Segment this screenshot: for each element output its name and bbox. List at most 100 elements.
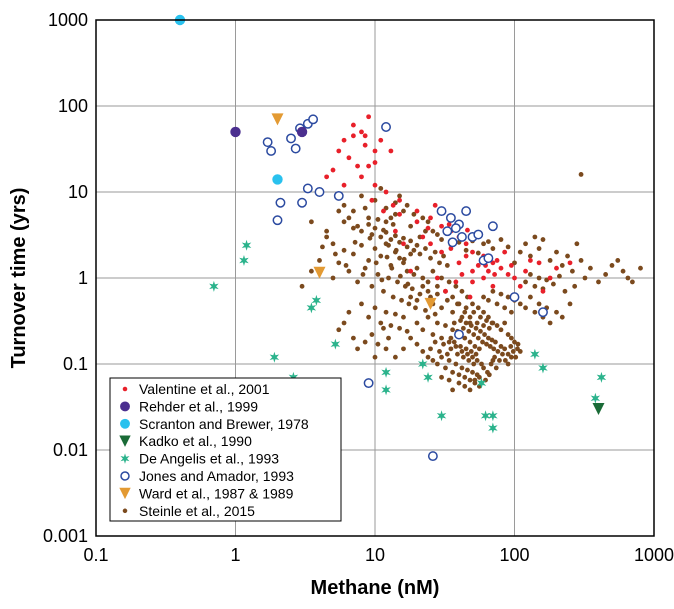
data-point [390,222,396,227]
data-point [302,183,313,194]
data-point [383,309,389,315]
data-point [495,349,501,354]
data-point [475,335,481,341]
data-point [509,292,520,303]
data-point [483,253,494,264]
data-point [366,114,372,120]
data-point [513,354,519,360]
legend-marker [120,401,130,412]
legend-label: Valentine et al., 2001 [139,381,270,397]
data-point [359,242,364,248]
data-point [411,211,417,217]
data-point [383,189,389,195]
data-point [443,365,448,371]
data-point [311,294,322,306]
data-point [443,288,448,294]
data-point [490,283,496,289]
data-point [436,206,447,217]
data-point [437,349,442,354]
data-point [536,275,542,281]
data-point [308,114,319,125]
data-point [475,263,481,268]
data-point [378,186,384,191]
data-point [567,301,573,307]
data-point [414,242,420,248]
data-point [375,272,381,277]
data-point [498,291,504,297]
data-point [451,320,457,326]
data-point [470,279,475,285]
data-point [476,346,482,352]
data-point [547,258,553,263]
data-point [414,320,420,326]
data-point [397,197,402,203]
data-point [638,265,643,271]
data-point [397,273,403,279]
data-point [362,339,368,345]
data-point [532,283,538,289]
data-point [517,349,523,354]
data-point [470,268,475,274]
data-point [517,283,523,289]
data-point [372,354,378,360]
data-point [488,410,498,422]
data-point [456,260,462,266]
data-point [388,323,394,328]
data-point [413,305,418,311]
data-point [620,268,626,274]
data-point [445,212,456,223]
data-point [473,351,479,357]
data-point [369,197,375,203]
data-point [401,346,406,352]
data-point [434,275,440,281]
data-point [390,202,396,208]
data-point [486,268,491,274]
data-point [508,335,514,341]
data-point [466,358,472,363]
legend-marker [122,386,128,392]
data-point [378,234,384,240]
data-point [362,265,368,271]
data-point [459,272,465,277]
x-tick-labels: 0.1 1 10 100 1000 [83,545,674,565]
data-point [458,344,463,349]
data-point [505,351,511,357]
data-point [425,279,431,285]
data-point [386,335,391,341]
data-point [434,283,440,289]
data-point [444,263,450,268]
data-point [408,223,414,229]
data-point [557,273,562,279]
data-point [428,215,433,221]
data-point [465,367,470,373]
data-point [488,361,494,367]
data-point [397,325,402,331]
data-point [474,358,480,363]
data-point [425,225,431,231]
data-point [366,258,372,263]
data-point [462,383,468,389]
data-point [523,279,528,285]
data-point [430,268,436,274]
data-point [299,283,305,289]
data-point [532,309,538,315]
data-point [463,247,469,253]
data-point [434,291,440,297]
data-point [479,361,484,367]
x-tick-label: 1000 [634,545,674,565]
data-point [330,241,336,247]
data-point [484,341,489,347]
data-point [453,344,459,349]
data-point [476,374,482,380]
data-point [350,133,356,139]
y-tick-label: 0.01 [53,440,88,460]
data-point [473,229,484,240]
data-point [471,361,477,367]
data-point [459,288,465,294]
data-point [393,247,399,253]
data-point [230,126,241,138]
data-point [341,202,347,208]
data-point [590,392,601,404]
data-point [272,215,283,226]
